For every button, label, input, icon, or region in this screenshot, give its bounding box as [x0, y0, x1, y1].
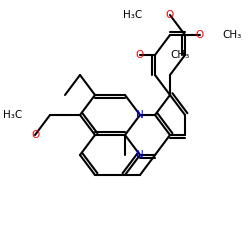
- Text: H₃C: H₃C: [123, 10, 142, 20]
- Text: O: O: [31, 130, 39, 140]
- Text: CH₃: CH₃: [222, 30, 242, 40]
- Text: O: O: [196, 30, 204, 40]
- Text: N: N: [136, 110, 144, 120]
- Text: H₃C: H₃C: [3, 110, 22, 120]
- Text: N: N: [136, 150, 144, 160]
- Text: CH₃: CH₃: [170, 50, 189, 60]
- Text: O: O: [136, 50, 144, 60]
- Text: O: O: [166, 10, 174, 20]
